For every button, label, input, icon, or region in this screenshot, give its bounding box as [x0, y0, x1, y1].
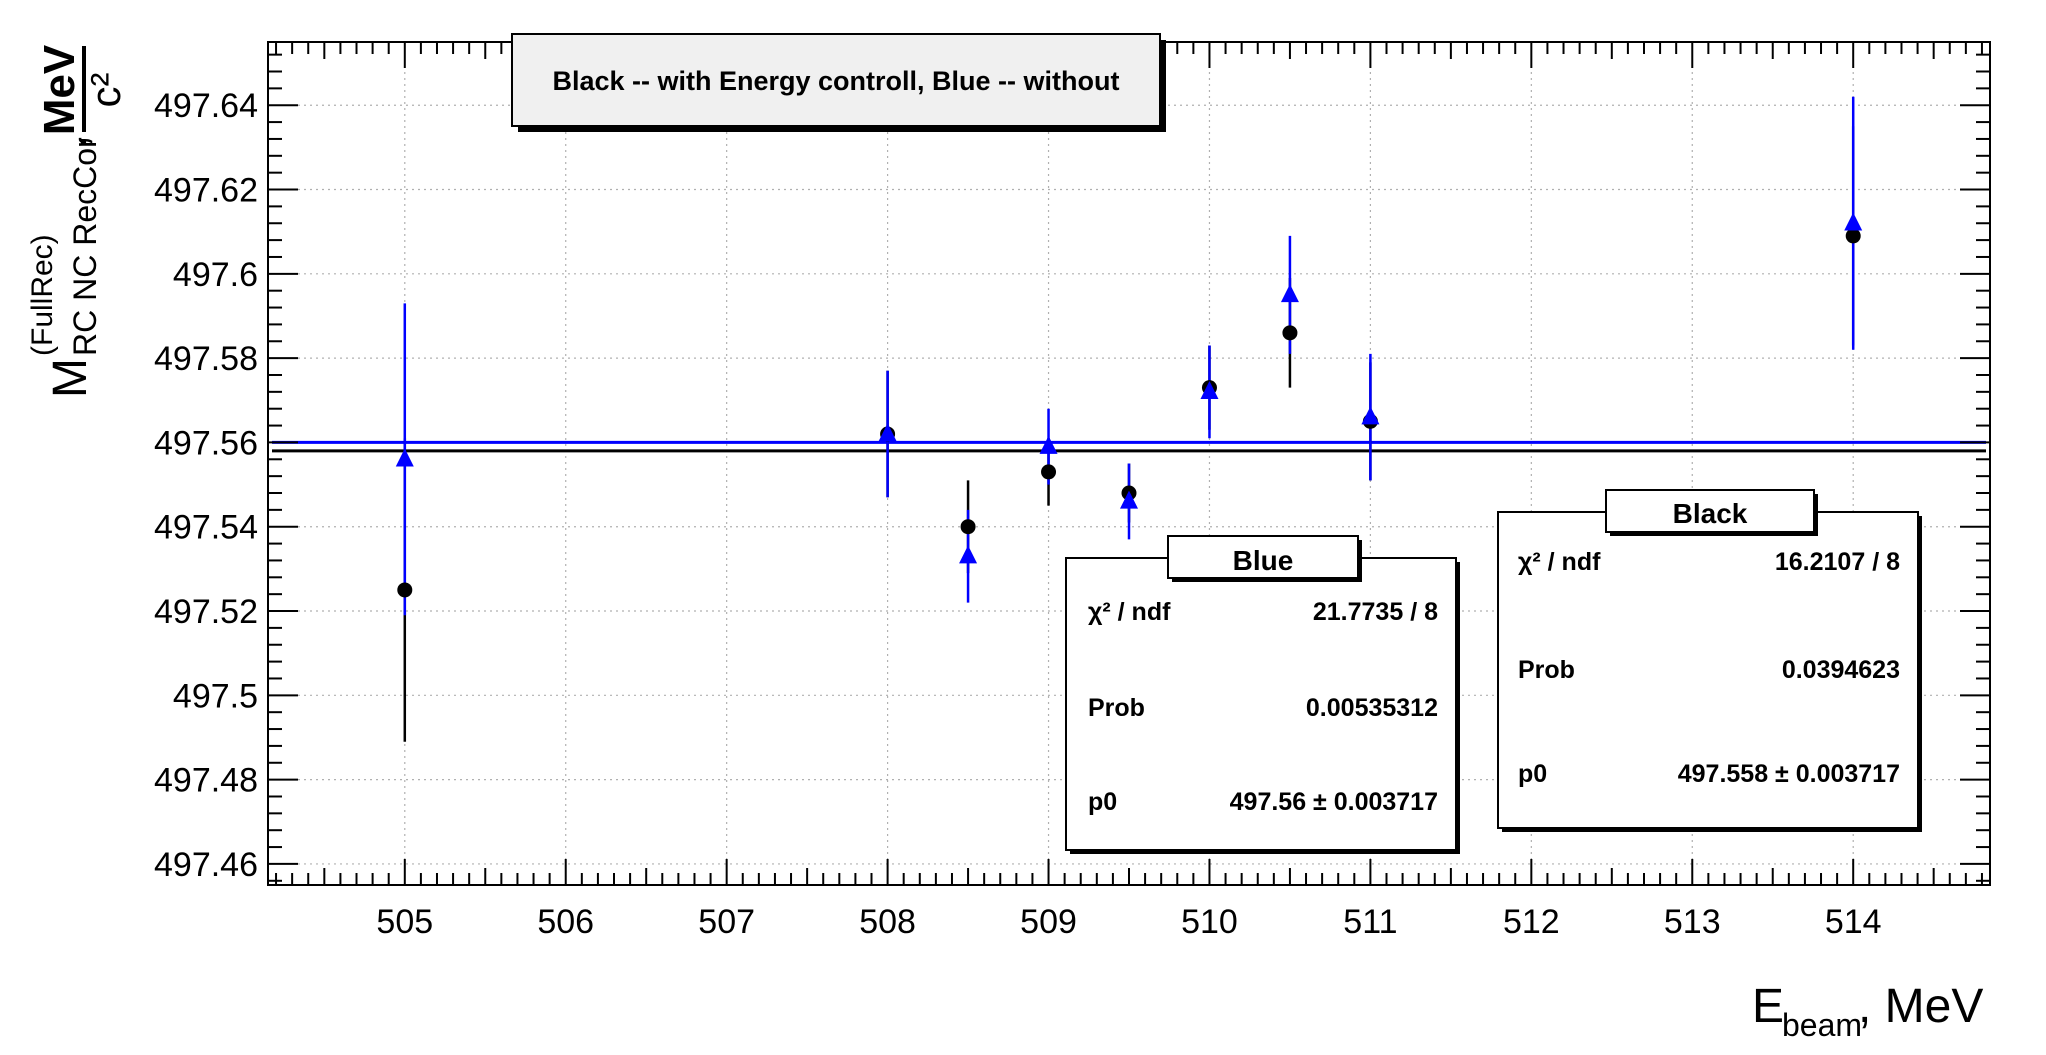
x-axis-label-sub: beam [1782, 1007, 1862, 1043]
x-tick-label: 510 [1181, 903, 1238, 941]
y-tick-label: 497.62 [154, 172, 258, 210]
stat-box-blue: Blue χ² / ndf 21.7735 / 8 Prob 0.0053531… [1065, 535, 1460, 854]
x-tick-label: 512 [1503, 903, 1560, 941]
y-tick-label: 497.54 [154, 509, 258, 547]
stat-box-blue-chi2-value: 21.7735 / 8 [1313, 598, 1438, 626]
x-tick-label: 508 [859, 903, 916, 941]
stat-box-blue-prob-label: Prob [1088, 694, 1145, 722]
data-point-blue [878, 423, 897, 442]
stat-box-black-prob-label: Prob [1518, 656, 1575, 684]
y-axis-label-sup: (FullRec) [26, 234, 59, 356]
data-point-black [397, 582, 413, 598]
data-point-blue [1039, 435, 1058, 454]
x-tick-label: 514 [1825, 903, 1882, 941]
y-tick-label: 497.46 [154, 846, 258, 884]
stat-box-black: Black χ² / ndf 16.2107 / 8 Prob 0.039462… [1497, 489, 1922, 832]
data-point-black [960, 519, 976, 535]
y-tick-label: 497.52 [154, 593, 258, 631]
stat-box-blue-frame [1065, 557, 1457, 851]
data-point-blue [1280, 284, 1299, 303]
stat-box-black-frame [1497, 511, 1919, 829]
stat-box-blue-title-frame [1167, 535, 1359, 579]
x-tick-label: 505 [376, 903, 433, 941]
title-box-frame [511, 33, 1161, 127]
fit-lines [272, 440, 1986, 453]
y-tick-label: 497.64 [154, 87, 258, 125]
x-tick-label: 507 [698, 903, 755, 941]
data-point-black [1845, 228, 1861, 244]
x-axis-label: E beam , MeV [1752, 980, 1983, 1043]
stat-box-black-p0-label: p0 [1518, 760, 1547, 788]
y-tick-label: 497.6 [173, 256, 258, 294]
y-tick-label: 497.58 [154, 340, 258, 378]
title-box: Black -- with Energy controll, Blue -- w… [511, 33, 1166, 132]
stat-box-blue-title: Blue [1233, 545, 1294, 576]
chart-title: Black -- with Energy controll, Blue -- w… [552, 66, 1119, 96]
stat-box-black-title: Black [1673, 498, 1748, 529]
stat-box-blue-p0-label: p0 [1088, 788, 1117, 816]
stat-box-black-p0-value: 497.558 ± 0.003717 [1678, 760, 1900, 788]
stat-box-blue-prob-value: 0.00535312 [1306, 694, 1438, 722]
stat-box-black-chi2-label: χ² / ndf [1518, 548, 1601, 576]
y-axis-label-unit-num: MeV [35, 44, 84, 135]
y-axis-label-main: M [44, 358, 97, 398]
stat-box-black-chi2-value: 16.2107 / 8 [1775, 548, 1900, 576]
x-axis-label-main: E [1752, 980, 1784, 1033]
data-point-black [1041, 464, 1057, 480]
stat-box-black-prob-value: 0.0394623 [1782, 656, 1900, 684]
y-axis-label-unit-den: c² [82, 73, 129, 108]
tick-labels: 505 506 507 508 509 510 511 512 513 514 497.46 497.… [154, 87, 1882, 941]
y-tick-label: 497.56 [154, 424, 258, 462]
data-point-blue [1844, 212, 1863, 231]
y-axis-label: M (FullRec) RC NC RecCor , MeV c² [26, 44, 129, 398]
data-point-black [1282, 325, 1298, 341]
data-point-blue [1361, 406, 1380, 425]
x-axis-label-unit: , MeV [1858, 980, 1983, 1033]
stat-box-blue-p0-value: 497.56 ± 0.003717 [1230, 788, 1438, 816]
x-tick-label: 511 [1343, 903, 1397, 941]
data-point-blue [959, 545, 978, 564]
x-tick-label: 506 [537, 903, 594, 941]
x-tick-label: 513 [1664, 903, 1721, 941]
y-tick-label: 497.48 [154, 762, 258, 800]
data-point-blue [1200, 381, 1219, 400]
stat-box-black-title-frame [1605, 489, 1815, 533]
y-tick-label: 497.5 [173, 677, 258, 715]
stat-box-blue-chi2-label: χ² / ndf [1088, 598, 1171, 626]
series-layer [395, 96, 1863, 742]
y-axis-label-comma: , [44, 135, 97, 148]
x-tick-label: 509 [1020, 903, 1077, 941]
data-point-blue [1120, 490, 1138, 509]
y-axis-label-sub: RC NC RecCor [67, 137, 103, 356]
data-point-blue [395, 448, 414, 467]
